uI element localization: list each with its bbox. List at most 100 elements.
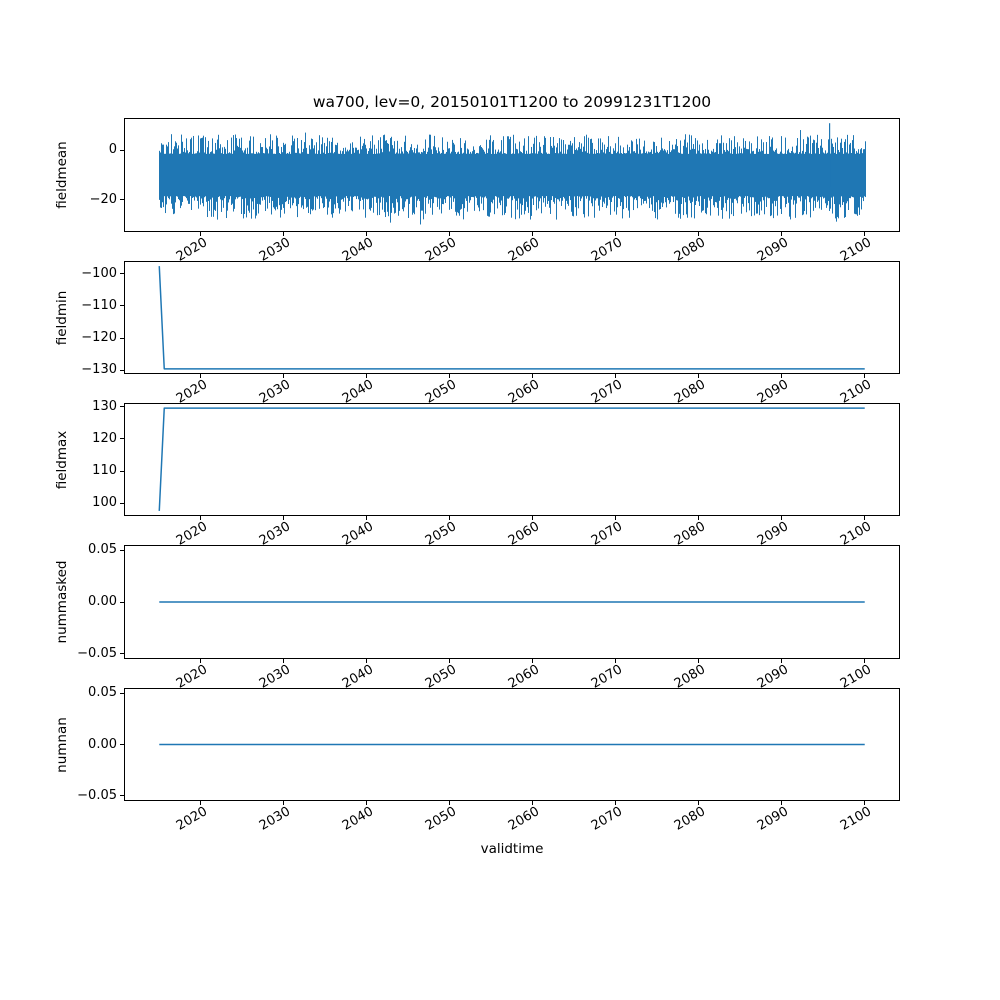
x-tick-mark bbox=[200, 232, 202, 236]
x-tick-label: 2090 bbox=[754, 804, 791, 834]
x-tick-label: 2100 bbox=[837, 519, 874, 549]
x-tick-mark bbox=[615, 232, 617, 236]
x-tick-mark bbox=[366, 659, 368, 663]
y-tick-mark bbox=[120, 549, 124, 551]
x-tick-mark bbox=[698, 232, 700, 236]
y-tick-label: −0.05 bbox=[77, 645, 117, 661]
axes-fieldmax bbox=[124, 403, 900, 516]
x-tick-label: 2060 bbox=[505, 804, 542, 834]
x-tick-label: 2030 bbox=[256, 804, 293, 834]
x-tick-mark bbox=[864, 801, 866, 805]
chart-title: wa700, lev=0, 20150101T1200 to 20991231T… bbox=[312, 93, 712, 111]
y-tick-label: −0.05 bbox=[77, 787, 117, 803]
x-tick-mark bbox=[532, 516, 534, 520]
y-axis-label-fieldmax: fieldmax bbox=[54, 430, 70, 489]
y-axis-label-fieldmin: fieldmin bbox=[54, 290, 70, 345]
y-tick-label: −20 bbox=[89, 191, 117, 207]
line-series-fieldmean bbox=[124, 118, 900, 232]
x-tick-mark bbox=[200, 374, 202, 378]
x-tick-label: 2020 bbox=[173, 377, 210, 407]
x-tick-mark bbox=[283, 801, 285, 805]
y-tick-mark bbox=[120, 502, 124, 504]
x-tick-label: 2090 bbox=[754, 519, 791, 549]
x-tick-label: 2030 bbox=[256, 235, 293, 265]
x-tick-mark bbox=[449, 801, 451, 805]
x-tick-mark bbox=[449, 374, 451, 378]
x-tick-mark bbox=[366, 801, 368, 805]
y-tick-mark bbox=[120, 369, 124, 371]
y-axis-label-numnan: numnan bbox=[54, 716, 70, 773]
x-tick-mark bbox=[615, 516, 617, 520]
x-tick-label: 2070 bbox=[588, 377, 625, 407]
x-tick-mark bbox=[200, 801, 202, 805]
y-tick-label: 0.00 bbox=[88, 736, 117, 752]
x-tick-mark bbox=[532, 659, 534, 663]
x-tick-mark bbox=[864, 232, 866, 236]
x-tick-label: 2050 bbox=[422, 804, 459, 834]
x-tick-mark bbox=[698, 659, 700, 663]
x-tick-label: 2050 bbox=[422, 519, 459, 549]
x-tick-label: 2100 bbox=[837, 235, 874, 265]
y-tick-mark bbox=[120, 601, 124, 603]
x-tick-mark bbox=[200, 659, 202, 663]
x-tick-label: 2080 bbox=[671, 235, 708, 265]
x-tick-mark bbox=[283, 374, 285, 378]
y-tick-label: 0.05 bbox=[88, 542, 117, 558]
x-tick-label: 2020 bbox=[173, 804, 210, 834]
x-tick-mark bbox=[615, 659, 617, 663]
axes-fieldmin bbox=[124, 261, 900, 374]
x-tick-label: 2070 bbox=[588, 519, 625, 549]
x-tick-mark bbox=[864, 516, 866, 520]
x-tick-label: 2080 bbox=[671, 804, 708, 834]
x-tick-label: 2090 bbox=[754, 235, 791, 265]
x-tick-label: 2050 bbox=[422, 662, 459, 692]
line-series-numnan bbox=[124, 688, 900, 801]
y-tick-mark bbox=[120, 305, 124, 307]
x-tick-mark bbox=[532, 374, 534, 378]
y-tick-mark bbox=[120, 692, 124, 694]
x-tick-label: 2080 bbox=[671, 519, 708, 549]
y-tick-label: 0 bbox=[108, 142, 117, 158]
x-tick-label: 2080 bbox=[671, 662, 708, 692]
y-tick-mark bbox=[120, 470, 124, 472]
y-tick-mark bbox=[120, 149, 124, 151]
x-tick-mark bbox=[864, 659, 866, 663]
y-tick-mark bbox=[120, 653, 124, 655]
x-tick-mark bbox=[698, 516, 700, 520]
x-tick-label: 2100 bbox=[837, 377, 874, 407]
x-tick-label: 2020 bbox=[173, 519, 210, 549]
x-tick-label: 2090 bbox=[754, 377, 791, 407]
x-tick-label: 2080 bbox=[671, 377, 708, 407]
x-tick-mark bbox=[532, 232, 534, 236]
x-tick-mark bbox=[781, 659, 783, 663]
x-tick-mark bbox=[781, 232, 783, 236]
y-tick-label: −110 bbox=[81, 297, 117, 313]
axes-frame bbox=[124, 261, 900, 374]
y-tick-mark bbox=[120, 406, 124, 408]
y-axis-label-fieldmean: fieldmean bbox=[54, 141, 70, 209]
axes-nummasked bbox=[124, 545, 900, 659]
y-tick-mark bbox=[120, 438, 124, 440]
x-tick-mark bbox=[366, 516, 368, 520]
y-tick-mark bbox=[120, 795, 124, 797]
axes-frame bbox=[124, 403, 900, 516]
x-tick-mark bbox=[449, 516, 451, 520]
axes-frame bbox=[124, 118, 900, 232]
x-tick-label: 2040 bbox=[339, 235, 376, 265]
y-tick-mark bbox=[120, 273, 124, 275]
x-tick-mark bbox=[366, 374, 368, 378]
x-tick-label: 2030 bbox=[256, 377, 293, 407]
x-tick-label: 2040 bbox=[339, 804, 376, 834]
x-tick-mark bbox=[283, 232, 285, 236]
y-axis-label-nummasked: nummasked bbox=[54, 560, 70, 644]
x-tick-mark bbox=[615, 374, 617, 378]
y-tick-mark bbox=[120, 337, 124, 339]
y-tick-label: −130 bbox=[81, 362, 117, 378]
axes-fieldmean bbox=[124, 118, 900, 232]
x-tick-mark bbox=[781, 516, 783, 520]
x-tick-label: 2070 bbox=[588, 804, 625, 834]
line-series-fieldmax bbox=[124, 403, 900, 516]
y-tick-label: 120 bbox=[92, 430, 117, 446]
x-tick-label: 2070 bbox=[588, 235, 625, 265]
axes-frame bbox=[124, 688, 900, 801]
